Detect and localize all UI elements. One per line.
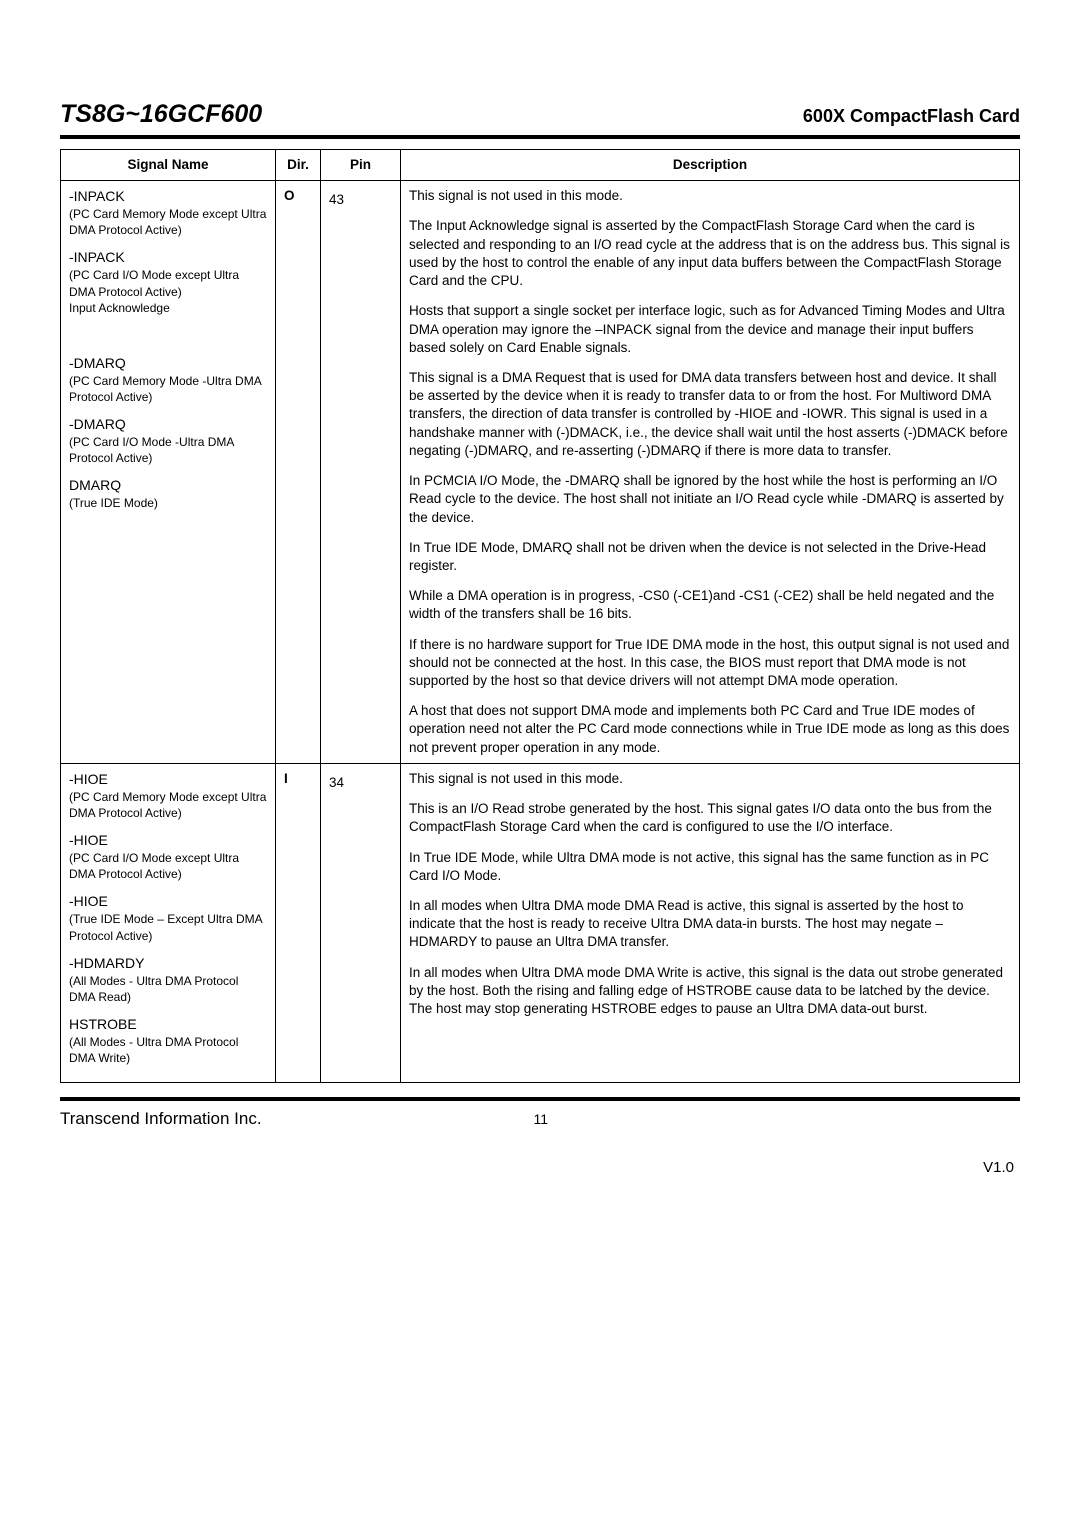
signal-block: -HDMARDY (All Modes - Ultra DMA Protocol… <box>69 954 267 1005</box>
signal-main: -HIOE <box>69 831 267 850</box>
desc-paragraph: This is an I/O Read strobe generated by … <box>409 800 1011 836</box>
footer-company: Transcend Information Inc. <box>60 1109 262 1129</box>
cell-pin: 34 <box>321 763 401 1082</box>
footer-version: V1.0 <box>60 1159 1014 1176</box>
cell-dir: I <box>276 763 321 1082</box>
signal-main: -DMARQ <box>69 354 267 373</box>
footer-rule <box>60 1097 1020 1101</box>
desc-paragraph: This signal is not used in this mode. <box>409 187 1011 205</box>
signal-sub: (All Modes - Ultra DMA Protocol DMA Read… <box>69 973 267 1005</box>
signal-sub: (True IDE Mode – Except Ultra DMA Protoc… <box>69 911 267 943</box>
signal-sub: (PC Card Memory Mode except Ultra DMA Pr… <box>69 206 267 238</box>
signal-sub: (True IDE Mode) <box>69 495 267 511</box>
signal-main: -HIOE <box>69 892 267 911</box>
signal-block: -INPACK (PC Card I/O Mode except Ultra D… <box>69 248 267 315</box>
desc-paragraph: While a DMA operation is in progress, -C… <box>409 587 1011 623</box>
signal-sub: (PC Card I/O Mode except Ultra DMA Proto… <box>69 850 267 882</box>
signal-block: HSTROBE (All Modes - Ultra DMA Protocol … <box>69 1015 267 1066</box>
signal-block: -HIOE (PC Card I/O Mode except Ultra DMA… <box>69 831 267 882</box>
cell-signal: -HIOE (PC Card Memory Mode except Ultra … <box>61 763 276 1082</box>
col-header-desc: Description <box>401 150 1020 181</box>
signal-sub: (PC Card Memory Mode except Ultra DMA Pr… <box>69 789 267 821</box>
cell-description: This signal is not used in this mode. Th… <box>401 181 1020 764</box>
cell-signal: -INPACK (PC Card Memory Mode except Ultr… <box>61 181 276 764</box>
desc-paragraph: The Input Acknowledge signal is asserted… <box>409 217 1011 290</box>
footer: Transcend Information Inc. 11 <box>60 1109 1020 1129</box>
signal-main: -HDMARDY <box>69 954 267 973</box>
desc-paragraph: In all modes when Ultra DMA mode DMA Rea… <box>409 897 1011 952</box>
cell-description: This signal is not used in this mode. Th… <box>401 763 1020 1082</box>
header: TS8G~16GCF600 600X CompactFlash Card <box>60 100 1020 129</box>
desc-paragraph: Hosts that support a single socket per i… <box>409 302 1011 357</box>
signal-block: -HIOE (True IDE Mode – Except Ultra DMA … <box>69 892 267 943</box>
desc-paragraph: This signal is not used in this mode. <box>409 770 1011 788</box>
header-rule <box>60 135 1020 139</box>
desc-paragraph: In True IDE Mode, while Ultra DMA mode i… <box>409 849 1011 885</box>
signal-main: DMARQ <box>69 476 267 495</box>
signal-main: -INPACK <box>69 248 267 267</box>
signal-main: -INPACK <box>69 187 267 206</box>
desc-paragraph: In PCMCIA I/O Mode, the -DMARQ shall be … <box>409 472 1011 527</box>
desc-paragraph: A host that does not support DMA mode an… <box>409 702 1011 757</box>
signal-block: -DMARQ (PC Card Memory Mode -Ultra DMA P… <box>69 354 267 405</box>
signal-sub: (All Modes - Ultra DMA Protocol DMA Writ… <box>69 1034 267 1066</box>
signal-main: HSTROBE <box>69 1015 267 1034</box>
product-subtitle: 600X CompactFlash Card <box>803 106 1020 127</box>
signal-sub: (PC Card I/O Mode -Ultra DMA Protocol Ac… <box>69 434 267 466</box>
desc-paragraph: In all modes when Ultra DMA mode DMA Wri… <box>409 964 1011 1019</box>
table-row: -HIOE (PC Card Memory Mode except Ultra … <box>61 763 1020 1082</box>
signal-main: -DMARQ <box>69 415 267 434</box>
signal-table: Signal Name Dir. Pin Description -INPACK… <box>60 149 1020 1083</box>
desc-paragraph: If there is no hardware support for True… <box>409 636 1011 691</box>
col-header-signal: Signal Name <box>61 150 276 181</box>
page-container: TS8G~16GCF600 600X CompactFlash Card Sig… <box>0 0 1080 1216</box>
signal-main: -HIOE <box>69 770 267 789</box>
table-row: -INPACK (PC Card Memory Mode except Ultr… <box>61 181 1020 764</box>
desc-paragraph: This signal is a DMA Request that is use… <box>409 369 1011 460</box>
table-header-row: Signal Name Dir. Pin Description <box>61 150 1020 181</box>
product-title: TS8G~16GCF600 <box>60 100 262 129</box>
footer-page-number: 11 <box>534 1111 549 1127</box>
signal-block: -INPACK (PC Card Memory Mode except Ultr… <box>69 187 267 238</box>
cell-dir: O <box>276 181 321 764</box>
signal-sub: (PC Card I/O Mode except Ultra DMA Proto… <box>69 267 267 316</box>
col-header-dir: Dir. <box>276 150 321 181</box>
desc-paragraph: In True IDE Mode, DMARQ shall not be dri… <box>409 539 1011 575</box>
cell-pin: 43 <box>321 181 401 764</box>
signal-block: -DMARQ (PC Card I/O Mode -Ultra DMA Prot… <box>69 415 267 466</box>
col-header-pin: Pin <box>321 150 401 181</box>
signal-block: -HIOE (PC Card Memory Mode except Ultra … <box>69 770 267 821</box>
signal-block: DMARQ (True IDE Mode) <box>69 476 267 511</box>
signal-sub: (PC Card Memory Mode -Ultra DMA Protocol… <box>69 373 267 405</box>
